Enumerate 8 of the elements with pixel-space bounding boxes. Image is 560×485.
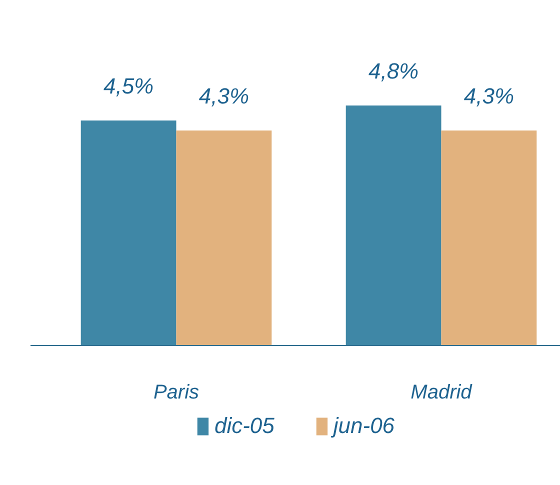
- data-label: 4,8%: [368, 58, 419, 84]
- x-tick-label: Madrid: [410, 382, 473, 404]
- data-label: 4,5%: [103, 74, 154, 98]
- data-label: 4,3%: [464, 84, 514, 108]
- x-tick-label: Paris: [153, 382, 200, 404]
- data-label: 4,3%: [198, 84, 250, 108]
- legend-label: jun-06: [333, 413, 395, 439]
- legend-label: dic-05: [214, 413, 274, 439]
